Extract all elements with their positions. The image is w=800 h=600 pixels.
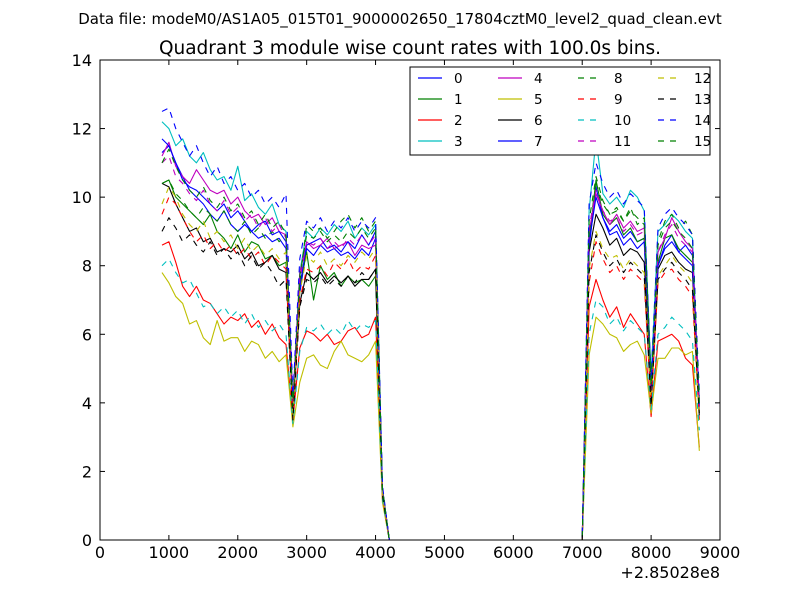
- x-tick-label: 1000: [149, 543, 190, 562]
- ticks-layer: 0 1000 2000 3000 4000 5000 6000 7000 8000 9000 0 2 4…: [72, 51, 741, 562]
- legend-label-15: 15: [694, 134, 711, 150]
- legend-label-7: 7: [534, 134, 543, 150]
- series-7-line: [161, 138, 700, 541]
- y-tick-label: 12: [72, 120, 92, 139]
- legend-label-4: 4: [534, 71, 543, 87]
- chart-title: Quadrant 3 module wise count rates with …: [159, 38, 661, 59]
- series-4-line: [161, 141, 700, 541]
- x-tick-label: 8000: [631, 543, 672, 562]
- series-2-line: [161, 241, 700, 541]
- series-5-line: [161, 272, 700, 541]
- series-9-line: [161, 196, 700, 541]
- x-tick-label: 4000: [355, 543, 396, 562]
- x-tick-label: 9000: [700, 543, 741, 562]
- legend-label-12: 12: [694, 71, 711, 87]
- series-layer: [161, 107, 700, 541]
- y-tick-label: 8: [82, 257, 92, 276]
- x-tick-label: 5000: [424, 543, 465, 562]
- legend-label-14: 14: [694, 113, 711, 129]
- legend-box: [409, 66, 711, 156]
- x-offset-label: +2.85028e8: [620, 563, 720, 582]
- axes-frame: [99, 59, 721, 541]
- y-tick-label: 14: [72, 51, 92, 70]
- y-tick-label: 0: [82, 531, 92, 550]
- legend-label-10: 10: [614, 113, 631, 129]
- legend-label-13: 13: [694, 92, 711, 108]
- y-tick-label: 10: [72, 188, 92, 207]
- y-tick-label: 2: [82, 462, 92, 481]
- y-tick-label: 4: [82, 394, 92, 413]
- legend-label-9: 9: [614, 92, 623, 108]
- series-12-line: [161, 186, 700, 541]
- legend-label-5: 5: [534, 92, 543, 108]
- x-tick-label: 7000: [562, 543, 603, 562]
- series-15-line: [161, 148, 700, 541]
- x-tick-label: 2000: [217, 543, 258, 562]
- suptitle: Data file: modeM0/AS1A05_015T01_90000026…: [78, 10, 722, 29]
- series-10-line: [161, 258, 700, 541]
- legend-label-11: 11: [614, 134, 631, 150]
- series-8-line: [161, 179, 700, 541]
- legend-label-6: 6: [534, 113, 543, 129]
- legend-label-0: 0: [454, 71, 463, 87]
- x-tick-label: 0: [95, 543, 105, 562]
- series-3-line: [161, 121, 700, 541]
- legend-label-3: 3: [454, 134, 463, 150]
- legend-label-2: 2: [454, 113, 463, 129]
- x-tick-label: 6000: [493, 543, 534, 562]
- x-tick-label: 3000: [286, 543, 327, 562]
- legend-label-8: 8: [614, 71, 623, 87]
- series-13-line: [161, 217, 700, 541]
- y-tick-label: 6: [82, 325, 92, 344]
- legend-label-1: 1: [454, 92, 463, 108]
